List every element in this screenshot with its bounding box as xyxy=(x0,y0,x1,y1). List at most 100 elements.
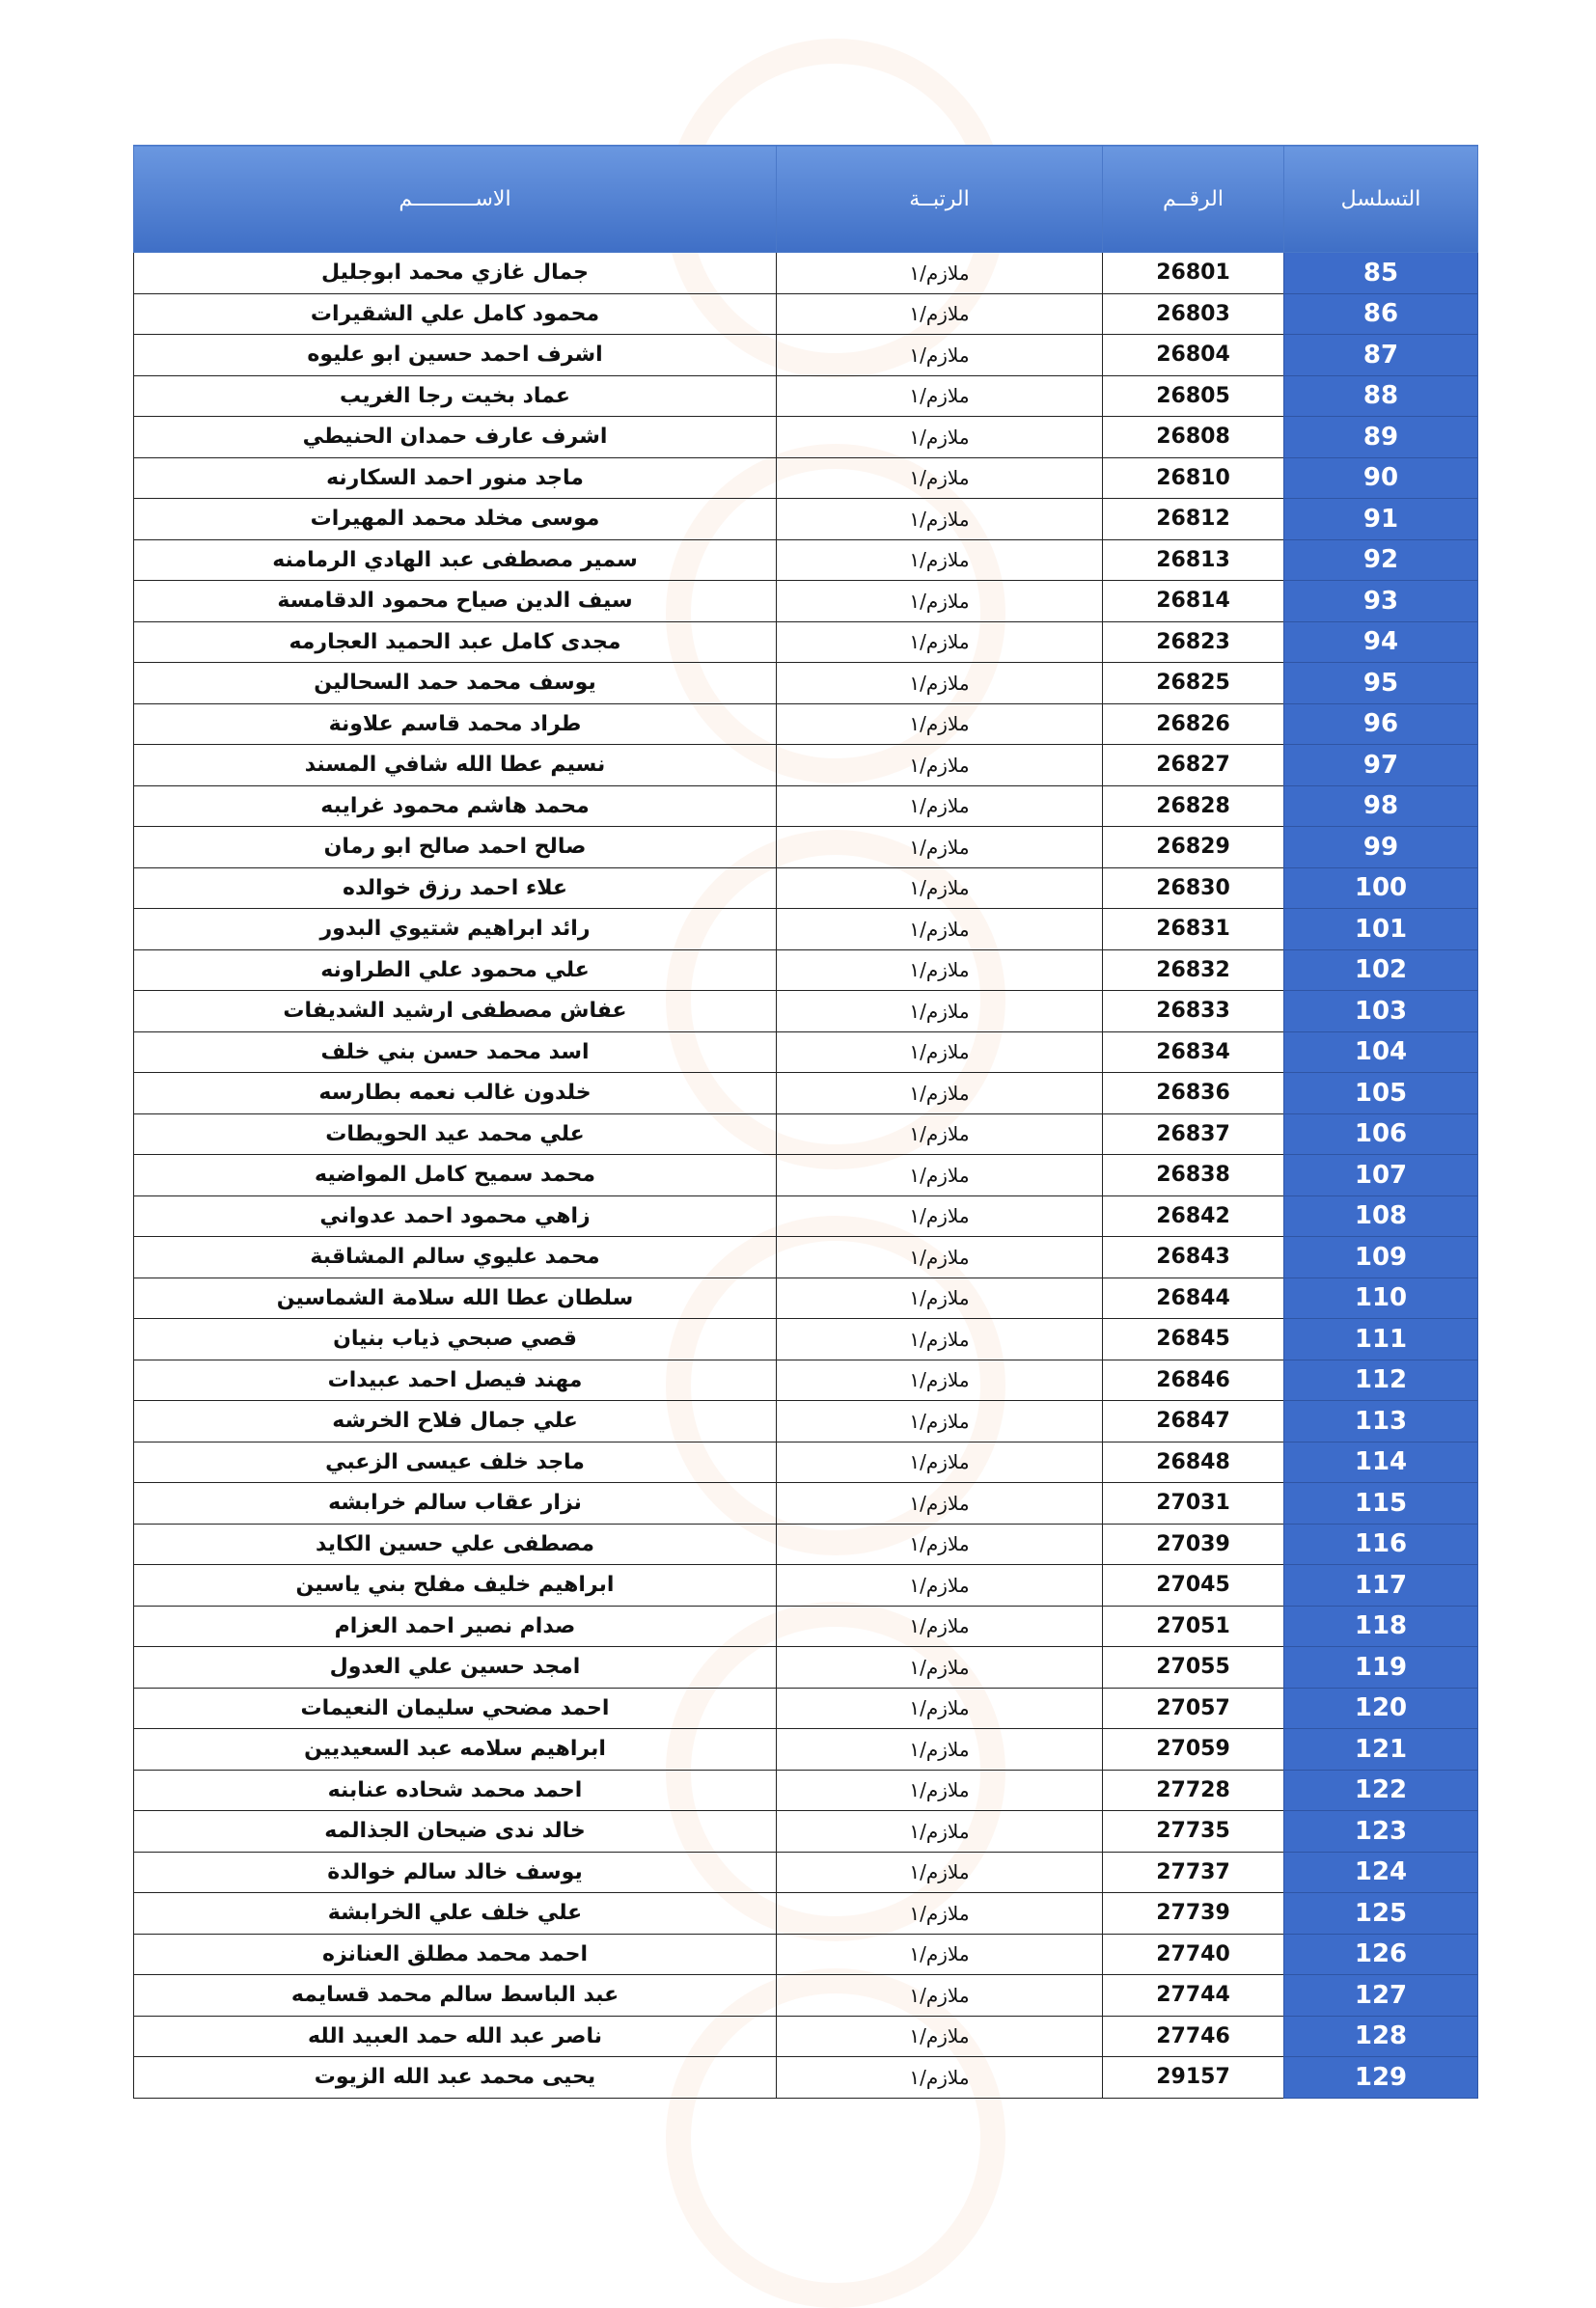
rank-cell: ملازم/١ xyxy=(776,866,1103,909)
table-row: 95 26825 ملازم/١ يوسف محمد حمد السحالين xyxy=(133,662,1478,704)
serial-cell: 120 xyxy=(1283,1687,1478,1729)
table-row: 104 26834 ملازم/١ اسد محمد حسن بني خلف xyxy=(133,1030,1478,1073)
rank-cell: ملازم/١ xyxy=(776,416,1103,458)
serial-cell: 106 xyxy=(1283,1113,1478,1155)
number-cell: 26829 xyxy=(1102,826,1284,868)
number-cell: 27735 xyxy=(1102,1810,1284,1853)
table-row: 109 26843 ملازم/١ محمد عليوي سالم المشاقبة xyxy=(133,1236,1478,1278)
number-cell: 27059 xyxy=(1102,1728,1284,1771)
serial-cell: 112 xyxy=(1283,1359,1478,1401)
rank-cell: ملازم/١ xyxy=(776,826,1103,868)
column-header: الاســــــــــم xyxy=(133,145,777,253)
number-cell: 27740 xyxy=(1102,1933,1284,1975)
rank-cell: ملازم/١ xyxy=(776,1728,1103,1771)
name-cell: صالح احمد صالح ابو رمان xyxy=(133,826,777,868)
serial-cell: 121 xyxy=(1283,1728,1478,1771)
serial-cell: 125 xyxy=(1283,1892,1478,1935)
serial-cell: 95 xyxy=(1283,662,1478,704)
number-cell: 27045 xyxy=(1102,1564,1284,1607)
number-cell: 26837 xyxy=(1102,1113,1284,1155)
serial-cell: 96 xyxy=(1283,702,1478,745)
column-header: الرقــم xyxy=(1102,145,1284,253)
rank-cell: ملازم/١ xyxy=(776,1605,1103,1647)
rank-cell: ملازم/١ xyxy=(776,1236,1103,1278)
table-row: 100 26830 ملازم/١ علاء احمد رزق خوالده xyxy=(133,866,1478,909)
serial-cell: 118 xyxy=(1283,1605,1478,1647)
name-cell: سلطان عطا الله سلامة الشماسين xyxy=(133,1277,777,1319)
number-cell: 26848 xyxy=(1102,1441,1284,1483)
serial-cell: 115 xyxy=(1283,1482,1478,1525)
name-cell: عماد بخيت رجا الغريب xyxy=(133,374,777,417)
name-cell: نزار عقاب سالم خرابشه xyxy=(133,1482,777,1525)
serial-cell: 122 xyxy=(1283,1769,1478,1811)
page: التسلسل الرقــم الرتبــة الاســــــــــم 85… xyxy=(133,39,1478,2308)
serial-cell: 87 xyxy=(1283,334,1478,376)
name-cell: سيف الدين صياح محمود الدقامسة xyxy=(133,580,777,622)
name-cell: علاء احمد رزق خوالده xyxy=(133,866,777,909)
rank-cell: ملازم/١ xyxy=(776,1482,1103,1525)
rank-cell: ملازم/١ xyxy=(776,1564,1103,1607)
name-cell: محمود كامل علي الشقيرات xyxy=(133,292,777,335)
name-cell: خالد ندى ضيحان الجذالمه xyxy=(133,1810,777,1853)
number-cell: 26801 xyxy=(1102,252,1284,294)
serial-cell: 129 xyxy=(1283,2056,1478,2099)
name-cell: ناصر عبد الله حمد العبيد الله xyxy=(133,2015,777,2057)
serial-cell: 128 xyxy=(1283,2015,1478,2057)
rank-cell: ملازم/١ xyxy=(776,374,1103,417)
number-cell: 26803 xyxy=(1102,292,1284,335)
name-cell: يوسف خالد سالم خوالدة xyxy=(133,1851,777,1893)
rank-cell: ملازم/١ xyxy=(776,538,1103,581)
rank-cell: ملازم/١ xyxy=(776,1195,1103,1237)
table-row: 98 26828 ملازم/١ محمد هاشم محمود غرايبه xyxy=(133,784,1478,827)
rank-cell: ملازم/١ xyxy=(776,948,1103,991)
serial-cell: 119 xyxy=(1283,1646,1478,1689)
serial-cell: 85 xyxy=(1283,252,1478,294)
serial-cell: 92 xyxy=(1283,538,1478,581)
table-row: 111 26845 ملازم/١ قصي صبحي ذياب بنيان xyxy=(133,1318,1478,1360)
name-cell: اشرف احمد حسين ابو عليوه xyxy=(133,334,777,376)
table-row: 93 26814 ملازم/١ سيف الدين صياح محمود الدقا… xyxy=(133,580,1478,622)
number-cell: 27039 xyxy=(1102,1523,1284,1565)
number-cell: 26825 xyxy=(1102,662,1284,704)
name-cell: علي محمد عيد الحويطات xyxy=(133,1113,777,1155)
rank-cell: ملازم/١ xyxy=(776,908,1103,950)
name-cell: احمد مضحي سليمان النعيمات xyxy=(133,1687,777,1729)
number-cell: 26823 xyxy=(1102,620,1284,663)
rank-cell: ملازم/١ xyxy=(776,1441,1103,1483)
name-cell: احمد محمد شحاده عنابنه xyxy=(133,1769,777,1811)
number-cell: 27728 xyxy=(1102,1769,1284,1811)
number-cell: 26810 xyxy=(1102,456,1284,499)
table-row: 120 27057 ملازم/١ احمد مضحي سليمان النعيمات xyxy=(133,1687,1478,1729)
serial-cell: 127 xyxy=(1283,1974,1478,2017)
table-row: 87 26804 ملازم/١ اشرف احمد حسين ابو عليوه xyxy=(133,334,1478,376)
number-cell: 27051 xyxy=(1102,1605,1284,1647)
table-row: 118 27051 ملازم/١ صدام نصير احمد العزام xyxy=(133,1605,1478,1647)
serial-cell: 91 xyxy=(1283,498,1478,540)
serial-cell: 103 xyxy=(1283,990,1478,1032)
table-row: 96 26826 ملازم/١ طراد محمد قاسم علاونة xyxy=(133,702,1478,745)
number-cell: 26814 xyxy=(1102,580,1284,622)
table-row: 99 26829 ملازم/١ صالح احمد صالح ابو رمان xyxy=(133,826,1478,868)
rank-cell: ملازم/١ xyxy=(776,702,1103,745)
number-cell: 27746 xyxy=(1102,2015,1284,2057)
name-cell: مهند فيصل احمد عبيدات xyxy=(133,1359,777,1401)
serial-cell: 110 xyxy=(1283,1277,1478,1319)
serial-cell: 126 xyxy=(1283,1933,1478,1975)
name-cell: امجد حسين علي العدول xyxy=(133,1646,777,1689)
name-cell: احمد محمد مطلق العنانزه xyxy=(133,1933,777,1975)
rank-cell: ملازم/١ xyxy=(776,580,1103,622)
rank-cell: ملازم/١ xyxy=(776,1933,1103,1975)
number-cell: 26836 xyxy=(1102,1072,1284,1114)
number-cell: 26826 xyxy=(1102,702,1284,745)
number-cell: 26845 xyxy=(1102,1318,1284,1360)
rank-cell: ملازم/١ xyxy=(776,990,1103,1032)
table-row: 107 26838 ملازم/١ محمد سميح كامل المواضيه xyxy=(133,1154,1478,1196)
serial-cell: 88 xyxy=(1283,374,1478,417)
name-cell: علي جمال فلاح الخرشه xyxy=(133,1400,777,1442)
serial-cell: 124 xyxy=(1283,1851,1478,1893)
number-cell: 26828 xyxy=(1102,784,1284,827)
table-row: 116 27039 ملازم/١ مصطفى علي حسين الكايد xyxy=(133,1523,1478,1565)
table-row: 102 26832 ملازم/١ علي محمود علي الطراونه xyxy=(133,948,1478,991)
name-cell: علي خلف علي الخرابشة xyxy=(133,1892,777,1935)
rank-cell: ملازم/١ xyxy=(776,498,1103,540)
